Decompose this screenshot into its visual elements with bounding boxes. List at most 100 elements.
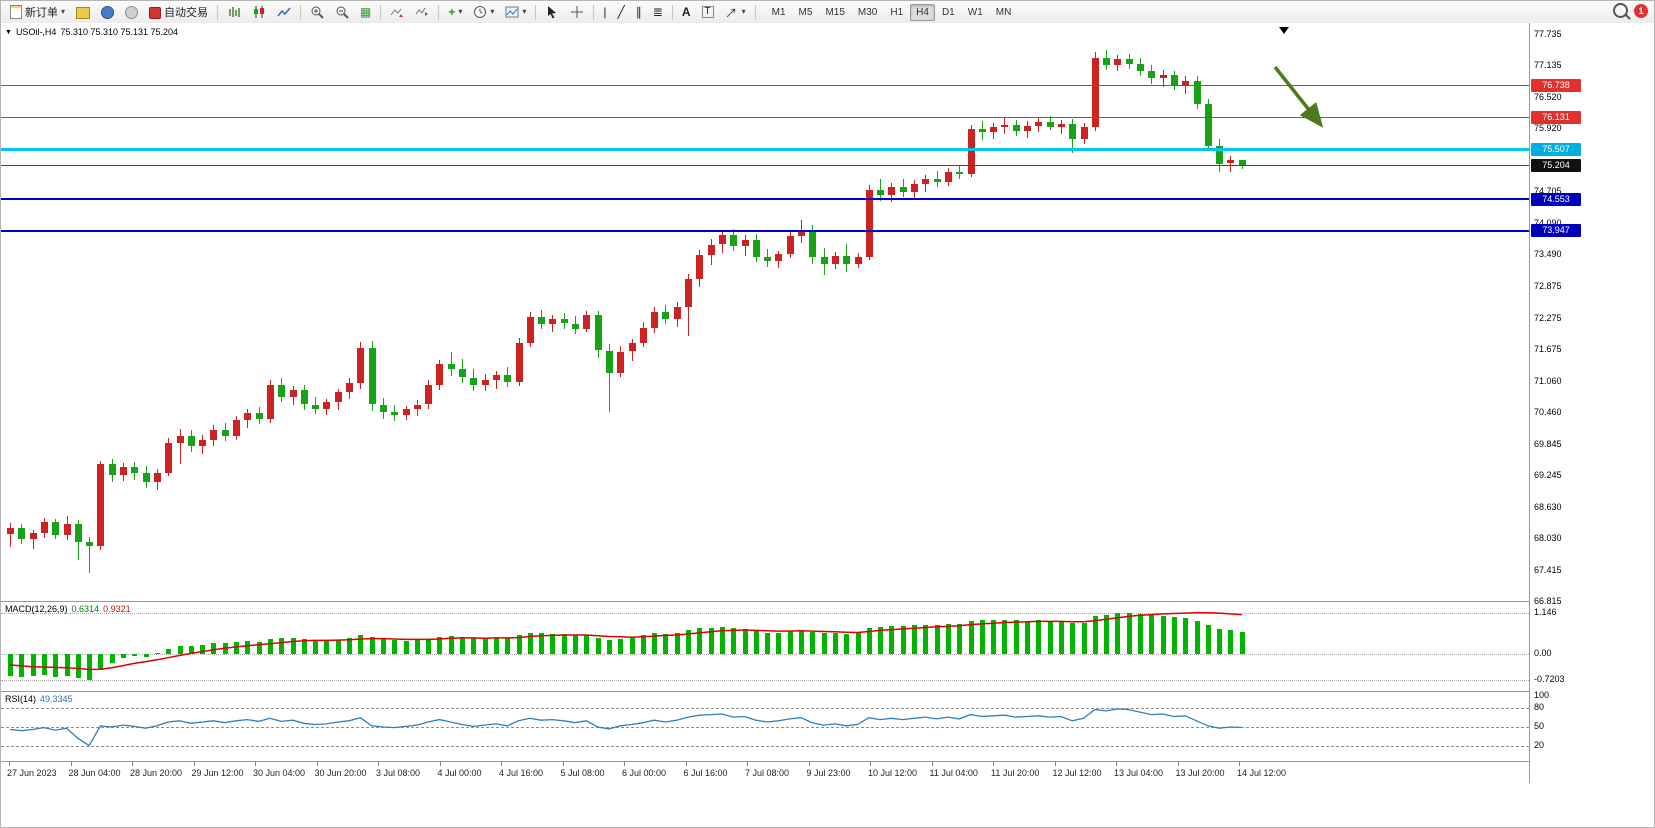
search-icon[interactable] (1613, 3, 1628, 18)
trend-arrow-annotation[interactable] (1263, 59, 1343, 149)
level-price-badge: 76.131 (1531, 110, 1581, 124)
chart-area[interactable]: ▼ USOil-,H4 75.310 75.310 75.131 75.204 … (1, 23, 1529, 784)
toolbar-separator (593, 4, 595, 20)
candlestick (244, 412, 252, 421)
indicators-button[interactable]: + ▾ (443, 2, 467, 22)
chart-profiles-button[interactable] (71, 2, 95, 22)
macd-tick-label: 1.146 (1534, 606, 1557, 617)
candlestick (583, 315, 591, 329)
candlestick (1170, 75, 1178, 85)
new-order-button[interactable]: 新订单 ▾ (5, 2, 70, 22)
candlestick (515, 343, 523, 382)
candlestick (741, 240, 749, 246)
crosshair-button[interactable] (565, 2, 589, 22)
candlestick (300, 389, 308, 405)
macd-bar (1149, 615, 1155, 655)
timeframe-m1-button[interactable]: M1 (766, 4, 792, 21)
price-tick-label: 77.135 (1534, 60, 1562, 71)
price-axis[interactable]: 76.738 76.131 75.507 75.204 74.553 73.947 77.7… (1529, 23, 1654, 783)
level-price-badge: 76.738 (1531, 79, 1581, 93)
chart-shift-button[interactable] (410, 2, 434, 22)
line-chart-button[interactable] (272, 2, 296, 22)
market-watch-button[interactable] (96, 2, 119, 22)
candlestick (786, 236, 794, 254)
horizontal-level-line[interactable] (1, 116, 1529, 118)
macd-panel[interactable]: MACD(12,26,9) 0.6314 0.9321 (1, 601, 1529, 692)
candlestick (492, 375, 500, 380)
templates-button[interactable]: ▾ (500, 2, 531, 22)
arrows-tool-button[interactable]: ▾ (720, 2, 751, 22)
macd-bar (1025, 620, 1030, 655)
level-price-badge: 73.947 (1531, 224, 1581, 238)
periods-button[interactable]: ▾ (468, 2, 499, 22)
macd-bar (234, 642, 239, 655)
timeframe-h4-button[interactable]: H4 (910, 3, 935, 21)
timeframe-m30-button[interactable]: M30 (852, 4, 883, 21)
horizontal-level-line[interactable] (1, 198, 1529, 201)
macd-bar (753, 631, 759, 655)
vertical-line-button[interactable]: | (598, 2, 611, 22)
sound-button[interactable] (120, 2, 143, 22)
candlestick (639, 327, 647, 344)
text-tool-button[interactable]: A (677, 2, 696, 22)
toolbar-separator (217, 4, 219, 20)
channel-button[interactable]: ∥ (631, 2, 647, 22)
current-price-line[interactable] (1, 164, 1529, 166)
price-chart-panel[interactable]: ▼ USOil-,H4 75.310 75.310 75.131 75.204 (1, 23, 1529, 601)
candlestick (142, 473, 150, 483)
macd-bar (448, 636, 454, 655)
rsi-panel[interactable]: RSI(14) 49.3345 (1, 691, 1529, 762)
macd-bar (991, 620, 997, 655)
channel-icon: ∥ (635, 5, 642, 19)
time-axis[interactable]: 27 Jun 2023 28 Jun 04:00 28 Jun 20:00 29 Ju… (1, 761, 1529, 784)
macd-bar (98, 654, 104, 671)
price-tick-label: 77.735 (1534, 29, 1562, 39)
time-tick (685, 762, 687, 766)
tile-windows-button[interactable]: ▦ (355, 2, 376, 22)
macd-bar (166, 648, 172, 655)
horizontal-level-line[interactable] (1, 85, 1529, 87)
timeframe-d1-button[interactable]: D1 (936, 4, 961, 21)
candlestick (911, 184, 918, 192)
trendline-icon: ╱ (617, 5, 625, 19)
rsi-label: RSI(14) 49.3345 (5, 694, 73, 704)
candlestick (402, 408, 410, 415)
timeframe-w1-button[interactable]: W1 (962, 4, 989, 21)
macd-bar (573, 635, 578, 655)
label-tool-button[interactable]: T (697, 2, 719, 22)
candlestick (1137, 63, 1144, 72)
time-tick-label: 30 Jun 04:00 (253, 768, 306, 778)
timeframe-m15-button[interactable]: M15 (819, 4, 850, 21)
macd-bar (686, 630, 691, 655)
candlestick-chart-button[interactable] (247, 2, 271, 22)
cursor-button[interactable] (540, 2, 564, 22)
candlestick (831, 256, 839, 265)
symbol-dropdown-icon[interactable]: ▼ (5, 28, 12, 36)
candlestick (990, 127, 998, 133)
horizontal-level-line[interactable] (1, 229, 1529, 232)
candlestick (108, 464, 116, 475)
candlestick (877, 189, 885, 195)
candlestick (7, 528, 14, 535)
macd-bar (866, 628, 872, 655)
notification-badge[interactable]: 1 (1634, 3, 1648, 18)
price-tick-label: 74.090 (1534, 218, 1562, 228)
chevron-down-icon: ▾ (61, 7, 66, 16)
bar-chart-button[interactable] (222, 2, 246, 22)
trendline-button[interactable]: ╱ (613, 2, 630, 22)
auto-trading-button[interactable]: 自动交易 (144, 2, 213, 22)
auto-scroll-button[interactable] (385, 2, 409, 22)
timeframe-h1-button[interactable]: H1 (884, 4, 909, 21)
timeframe-mn-button[interactable]: MN (990, 4, 1018, 21)
time-tick (1054, 762, 1056, 766)
timeframe-m5-button[interactable]: M5 (793, 4, 819, 21)
macd-bar (912, 625, 917, 654)
fibonacci-button[interactable]: ≣ (648, 2, 668, 22)
rsi-tick-label: 50 (1534, 721, 1545, 731)
candlestick (560, 319, 568, 324)
horizontal-level-line[interactable] (1, 148, 1529, 152)
candle-wick (744, 235, 746, 256)
zoom-in-button[interactable] (305, 2, 329, 22)
zoom-out-button[interactable] (330, 2, 354, 22)
arrow-tool-icon (725, 5, 739, 19)
